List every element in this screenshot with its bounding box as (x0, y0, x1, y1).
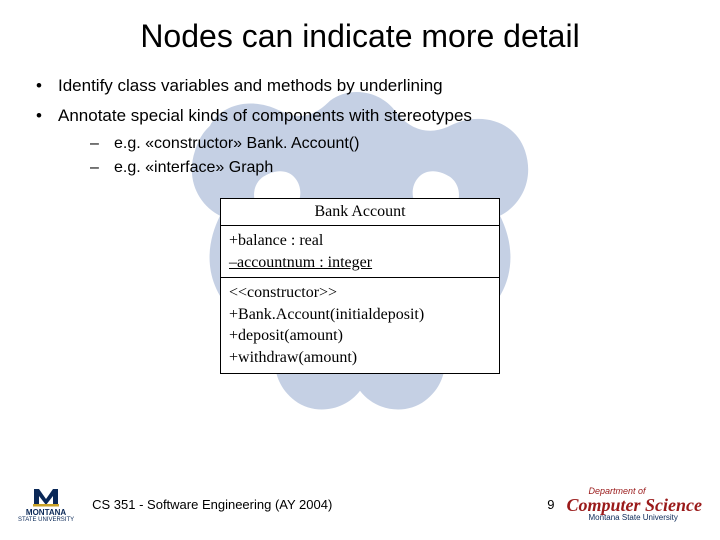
cs-dept-logo: Department of Computer Science Montana S… (567, 487, 703, 522)
uml-attribute-row: –accountnum : integer (229, 252, 491, 274)
slide-footer: MONTANA STATE UNIVERSITY CS 351 - Softwa… (0, 474, 720, 534)
uml-attributes: +balance : real –accountnum : integer (221, 225, 499, 277)
uml-operation-row: +withdraw(amount) (229, 347, 491, 369)
cs-main-label: Computer Science (567, 496, 703, 514)
bullet-marker: • (30, 73, 58, 99)
sub-bullet-text: e.g. «constructor» Bank. Account() (114, 132, 359, 156)
msu-logo: MONTANA STATE UNIVERSITY (18, 485, 74, 524)
cs-sub-label: Montana State University (589, 514, 678, 522)
page-number: 9 (547, 497, 554, 512)
footer-right: 9 Department of Computer Science Montana… (547, 487, 702, 522)
footer-left: MONTANA STATE UNIVERSITY CS 351 - Softwa… (18, 485, 332, 524)
bullet-item: • Identify class variables and methods b… (30, 73, 690, 99)
sub-bullet-item: – e.g. «interface» Graph (30, 156, 690, 180)
sub-bullet-marker: – (90, 132, 114, 156)
bullet-marker: • (30, 103, 58, 129)
bullet-item: • Annotate special kinds of components w… (30, 103, 690, 129)
slide-title: Nodes can indicate more detail (30, 18, 690, 55)
course-label: CS 351 - Software Engineering (AY 2004) (92, 497, 332, 512)
bullet-text: Annotate special kinds of components wit… (58, 103, 472, 129)
uml-operation-row: +deposit(amount) (229, 325, 491, 347)
sub-bullet-item: – e.g. «constructor» Bank. Account() (30, 132, 690, 156)
uml-operations: <<constructor>> +Bank.Account(initialdep… (221, 277, 499, 372)
msu-text-2: STATE UNIVERSITY (18, 517, 74, 523)
uml-operation-row: <<constructor>> (229, 282, 491, 304)
bullet-list: • Identify class variables and methods b… (30, 73, 690, 180)
uml-attribute-row: +balance : real (229, 230, 491, 252)
msu-text-1: MONTANA (26, 509, 66, 517)
uml-operation-row: +Bank.Account(initialdeposit) (229, 304, 491, 326)
slide-content: Nodes can indicate more detail • Identif… (0, 0, 720, 374)
sub-bullet-marker: – (90, 156, 114, 180)
bullet-text: Identify class variables and methods by … (58, 73, 443, 99)
uml-class-name: Bank Account (221, 199, 499, 225)
uml-class-diagram: Bank Account +balance : real –accountnum… (220, 198, 500, 374)
sub-bullet-text: e.g. «interface» Graph (114, 156, 273, 180)
msu-m-icon (32, 485, 60, 507)
